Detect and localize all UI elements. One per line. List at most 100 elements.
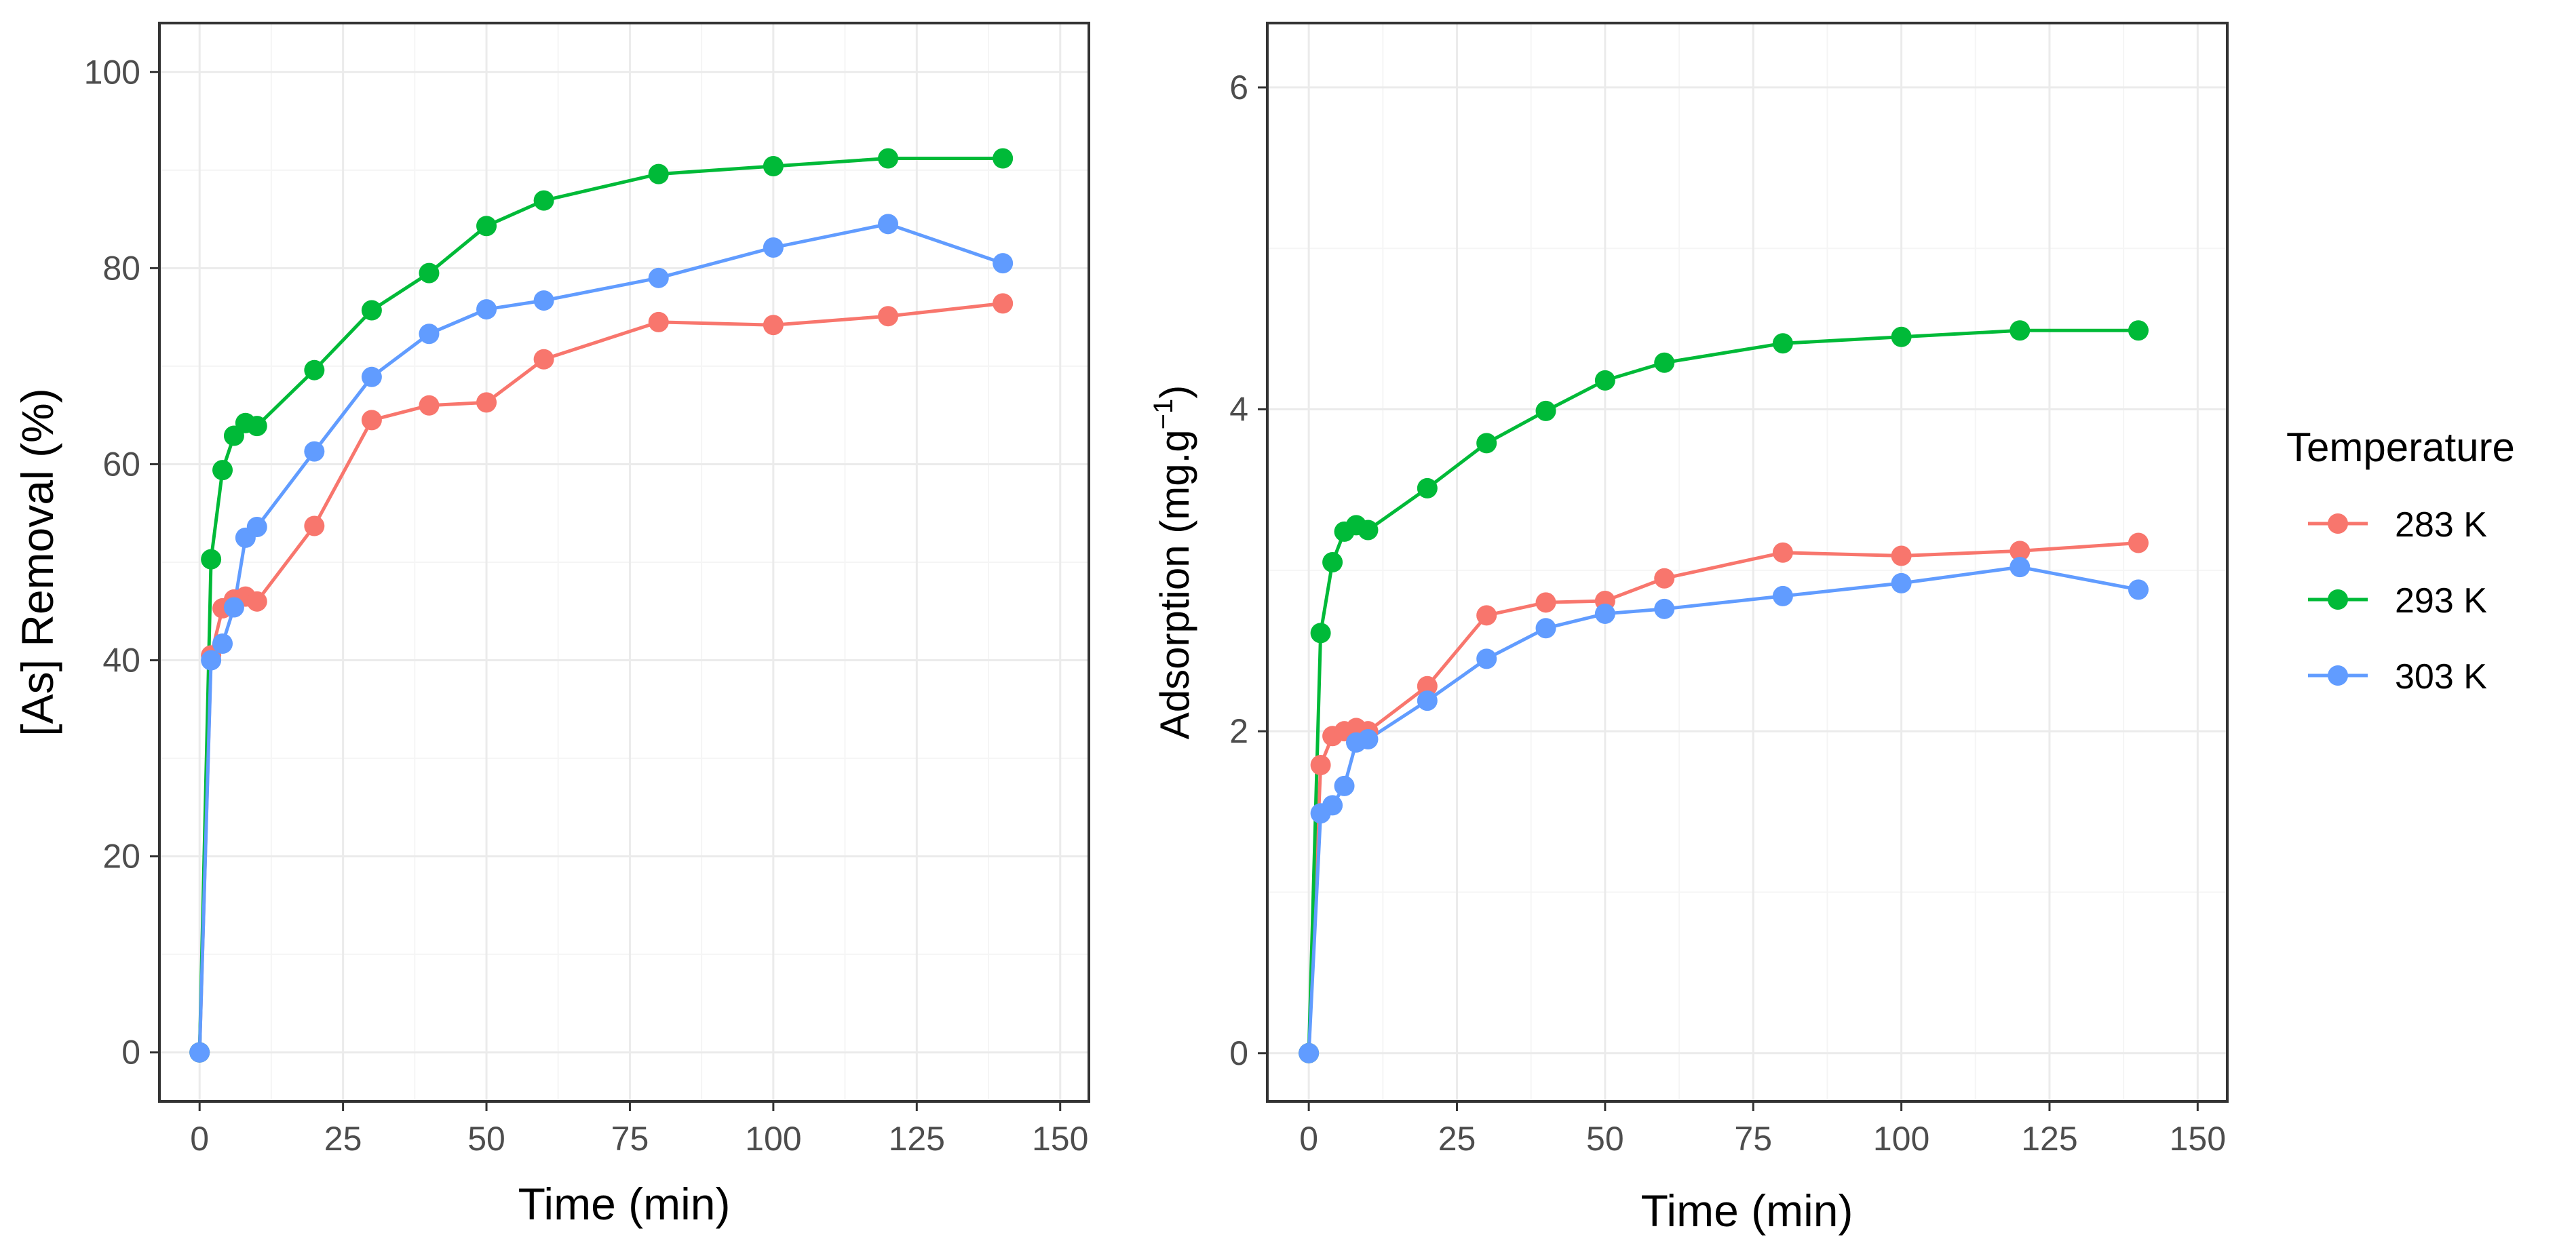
data-point-283-k [419,395,440,416]
data-point-293-k [2128,320,2149,341]
data-point-303-k [1476,648,1497,669]
data-point-303-k [1358,729,1379,750]
data-point-303-k [1334,775,1355,796]
data-point-293-k [212,460,233,481]
legend-item-label: 283 K [2395,505,2487,545]
data-point-293-k [1535,400,1556,421]
data-point-303-k [2010,557,2031,578]
data-point-283-k [1476,605,1497,626]
panel-adsorption: 0 25 50 75 100 125 150 0 2 4 6 Time (min) Adsorpt… [1149,22,2229,1236]
y-tick-label: 40 [102,642,140,680]
adsorption-ylabel-main: Adsorption (mg.g [1152,429,1197,739]
legend-item: 283 K [2308,505,2487,545]
x-tick-label: 150 [2170,1120,2226,1158]
data-point-293-k [1476,433,1497,454]
data-point-303-k [1772,585,1793,606]
data-point-293-k [993,148,1014,169]
panel-removal-series [189,148,1014,1063]
data-point-293-k [1594,370,1615,391]
x-tick-label: 50 [1586,1120,1624,1158]
y-tick-label: 100 [84,53,140,91]
data-point-283-k [878,306,899,327]
data-point-293-k [1310,623,1331,644]
y-tick-label: 0 [1229,1034,1248,1072]
legend: Temperature 283 K 293 K 303 K [2286,425,2515,697]
data-point-303-k [189,1042,210,1063]
data-point-303-k [476,299,497,320]
x-tick-label: 75 [611,1120,649,1158]
y-tick-label: 80 [102,249,140,287]
y-tick-label: 2 [1229,712,1248,750]
x-tick-label: 0 [1299,1120,1318,1158]
legend-key-point [2328,665,2348,686]
y-tick-label: 20 [102,838,140,876]
data-point-283-k [476,392,497,413]
data-point-303-k [246,516,267,537]
data-point-283-k [246,591,267,612]
legend-item-label: 303 K [2395,657,2487,697]
x-tick-label: 0 [190,1120,209,1158]
data-point-293-k [2010,320,2031,341]
data-point-293-k [246,416,267,437]
data-point-283-k [1535,592,1556,613]
panel-adsorption-x-axis-title: Time (min) [1641,1186,1853,1236]
data-point-303-k [1299,1042,1320,1063]
data-point-303-k [878,214,899,235]
panel-adsorption-series [1299,320,2149,1063]
data-point-303-k [1417,690,1438,711]
data-point-303-k [993,253,1014,274]
data-point-303-k [223,597,244,618]
data-point-283-k [1654,568,1675,589]
data-point-303-k [1891,572,1912,593]
data-point-293-k [476,216,497,237]
panel-adsorption-y-axis-title: Adsorption (mg.g−1) [1149,385,1197,739]
panel-adsorption-x-ticks: 0 25 50 75 100 125 150 [1299,1101,2226,1158]
y-tick-label: 0 [121,1034,140,1072]
adsorption-ylabel-close: ) [1152,385,1197,399]
data-point-283-k [2128,532,2149,553]
data-point-303-k [2128,579,2149,600]
data-point-293-k [304,359,325,380]
data-point-283-k [2010,541,2031,562]
data-point-293-k [1891,326,1912,347]
data-point-303-k [419,324,440,345]
y-tick-label: 4 [1229,391,1248,429]
x-tick-label: 25 [324,1120,362,1158]
panel-removal-grid [159,23,1089,1101]
data-point-293-k [1654,352,1675,373]
data-point-303-k [212,633,233,654]
legend-title: Temperature [2286,425,2515,470]
panel-removal-y-axis-title: [As] Removal (%) [12,388,62,736]
data-point-303-k [361,366,382,387]
y-tick-label: 6 [1229,69,1248,106]
panel-adsorption-grid [1267,23,2227,1101]
data-point-293-k [1417,477,1438,498]
data-point-293-k [361,300,382,321]
data-point-283-k [533,349,554,370]
data-point-303-k [1535,618,1556,639]
data-point-293-k [1358,520,1379,541]
data-point-283-k [1310,755,1331,776]
data-point-283-k [304,515,325,536]
x-tick-label: 75 [1734,1120,1772,1158]
data-point-293-k [533,190,554,211]
data-point-283-k [361,410,382,431]
data-point-303-k [1654,598,1675,619]
data-point-283-k [1891,545,1912,566]
x-tick-label: 25 [1438,1120,1476,1158]
legend-key-point [2328,513,2348,534]
data-point-293-k [763,156,784,177]
x-tick-label: 125 [889,1120,945,1158]
x-tick-label: 100 [1873,1120,1929,1158]
data-point-293-k [1772,333,1793,354]
x-tick-label: 50 [467,1120,505,1158]
panel-removal-frame [158,22,1090,1103]
data-point-283-k [1772,542,1793,563]
legend-items: 283 K 293 K 303 K [2308,505,2487,697]
x-tick-label: 150 [1032,1120,1088,1158]
legend-key-point [2328,589,2348,610]
panel-removal: 0 25 50 75 100 125 150 0 20 40 60 80 100 Time (min)… [12,22,1090,1229]
data-point-283-k [993,293,1014,314]
legend-item: 293 K [2308,581,2487,621]
